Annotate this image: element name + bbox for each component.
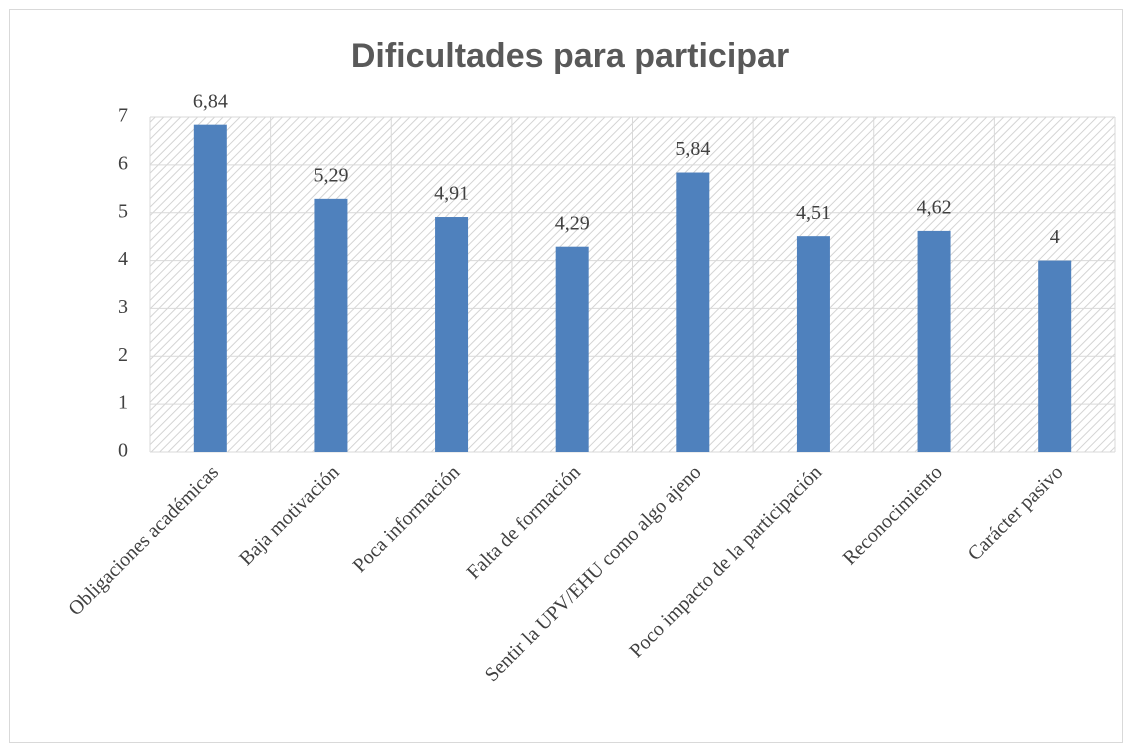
bar: [1038, 260, 1072, 452]
y-tick-label: 2: [118, 344, 128, 366]
value-label: 4: [1050, 226, 1060, 248]
bar: [193, 124, 227, 453]
value-label: 6,84: [193, 90, 228, 112]
y-tick-label: 7: [118, 105, 128, 127]
value-label: 5,29: [313, 164, 348, 186]
y-tick-label: 5: [118, 200, 128, 222]
bar: [555, 246, 589, 452]
bar: [435, 217, 469, 452]
value-label: 5,84: [675, 138, 710, 160]
value-label: 4,62: [917, 196, 952, 218]
bar: [314, 198, 348, 452]
chart-title: Dificultades para participar: [351, 37, 789, 75]
value-label: 4,91: [434, 183, 469, 205]
value-label: 4,51: [796, 202, 831, 224]
y-tick-label: 4: [118, 248, 128, 270]
y-tick-label: 6: [118, 152, 128, 174]
y-tick-label: 1: [118, 392, 128, 414]
bar: [796, 236, 830, 452]
bar: [917, 230, 951, 452]
y-tick-label: 0: [118, 440, 128, 462]
y-tick-label: 3: [118, 296, 128, 318]
bar: [676, 172, 710, 452]
value-label: 4,29: [555, 212, 590, 234]
